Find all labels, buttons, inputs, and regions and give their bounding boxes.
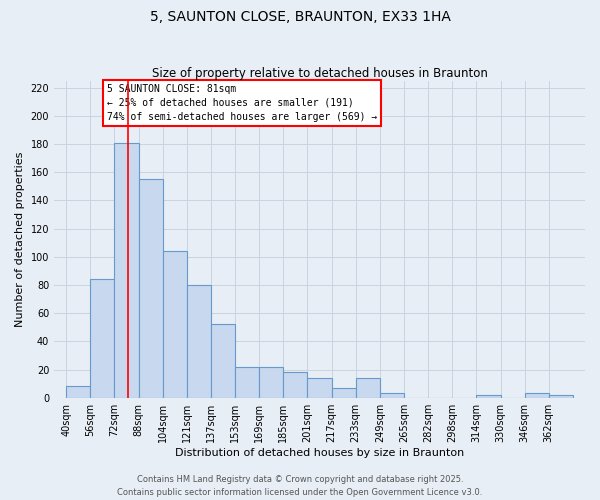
Text: 5 SAUNTON CLOSE: 81sqm
← 25% of detached houses are smaller (191)
74% of semi-de: 5 SAUNTON CLOSE: 81sqm ← 25% of detached… [107, 84, 377, 122]
Bar [283, 372, 307, 398]
Bar [66, 386, 90, 398]
Bar [476, 395, 500, 398]
Bar [307, 378, 332, 398]
Bar [259, 366, 283, 398]
Bar [115, 142, 139, 398]
Bar [187, 285, 211, 398]
Text: 5, SAUNTON CLOSE, BRAUNTON, EX33 1HA: 5, SAUNTON CLOSE, BRAUNTON, EX33 1HA [149, 10, 451, 24]
Bar [549, 395, 573, 398]
Text: Contains HM Land Registry data © Crown copyright and database right 2025.
Contai: Contains HM Land Registry data © Crown c… [118, 476, 482, 497]
Bar [139, 180, 163, 398]
Bar [90, 280, 115, 398]
Bar [235, 366, 259, 398]
Bar [163, 251, 187, 398]
Bar [211, 324, 235, 398]
Bar [380, 394, 404, 398]
X-axis label: Distribution of detached houses by size in Braunton: Distribution of detached houses by size … [175, 448, 464, 458]
Y-axis label: Number of detached properties: Number of detached properties [15, 152, 25, 327]
Bar [332, 388, 356, 398]
Bar [524, 394, 549, 398]
Bar [356, 378, 380, 398]
Title: Size of property relative to detached houses in Braunton: Size of property relative to detached ho… [152, 66, 487, 80]
